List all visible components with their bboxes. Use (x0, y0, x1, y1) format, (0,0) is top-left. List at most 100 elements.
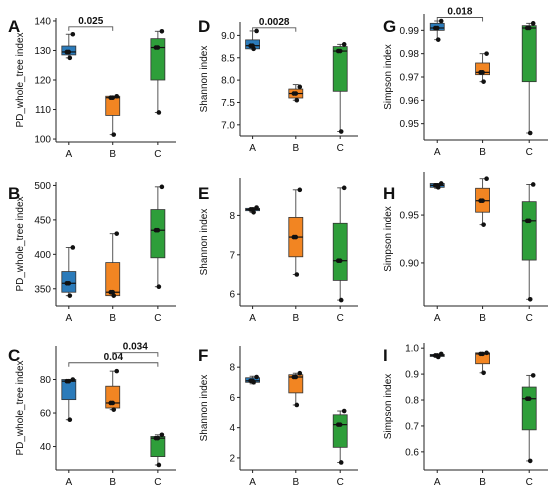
x-tick-label: B (292, 313, 299, 324)
panel-h: H 0.90 0.95 Simpson index A B C (383, 172, 548, 324)
x-tick-label: A (65, 149, 72, 160)
x-tick-label: C (526, 477, 533, 488)
significance-bracket (252, 27, 297, 32)
mean-point (337, 422, 343, 427)
data-point (156, 462, 162, 468)
panel-i: I 0.6 0.7 0.8 0.9 1.0 Simpson index A B C (383, 343, 548, 488)
data-point (114, 368, 120, 374)
y-tick-label: 8 (229, 363, 235, 374)
x-tick-label: C (526, 147, 533, 158)
y-tick-label: 120 (34, 76, 51, 87)
box (475, 62, 490, 76)
y-tick-label: 80 (40, 375, 52, 386)
y-tick-label: 0.98 (400, 49, 420, 60)
box-group-b (288, 370, 304, 408)
data-point (254, 28, 259, 34)
y-tick-label: 350 (34, 284, 51, 295)
box-group-b (105, 93, 121, 137)
x-tick-label: A (434, 147, 441, 158)
data-point (438, 351, 444, 357)
x-tick-label: B (109, 313, 116, 324)
box-group-a (429, 18, 445, 42)
y-tick-label: 7.5 (221, 98, 235, 109)
data-point (67, 55, 73, 61)
y-tick-label: 0.6 (405, 447, 419, 458)
mean-point (337, 258, 343, 264)
data-point (159, 28, 165, 34)
box-group-c (150, 184, 166, 290)
y-tick-label: 8.0 (221, 76, 235, 87)
mean-point (526, 396, 532, 402)
data-point (156, 284, 162, 290)
mean-point (293, 234, 299, 240)
panel-f: F 2 4 6 8 Shannon index A B C (198, 346, 358, 488)
y-tick-label: 140 (34, 16, 51, 27)
y-tick-label: 6 (229, 393, 235, 404)
mean-point (66, 280, 72, 286)
mean-point (434, 25, 440, 31)
p-value-label: 0.018 (447, 7, 472, 18)
data-point (530, 21, 536, 26)
y-tick-label: 60 (40, 409, 52, 420)
data-point (294, 97, 300, 103)
x-tick-label: C (337, 313, 344, 324)
y-tick-label: 6 (229, 290, 235, 301)
significance-bracket (436, 17, 484, 22)
mean-point (110, 289, 116, 295)
box-group-b (475, 51, 490, 84)
panel-letter: F (198, 346, 208, 365)
y-tick-label: 0.96 (400, 96, 420, 107)
box-group-c (521, 182, 537, 302)
mean-point (434, 183, 440, 188)
y-axis-title: PD_whole_tree index (15, 32, 26, 127)
box-group-c (332, 408, 348, 465)
data-point (481, 370, 486, 376)
x-tick-label: A (434, 477, 441, 488)
data-point (70, 377, 76, 382)
data-point (484, 350, 489, 356)
y-axis-title: Shannon index (199, 375, 210, 442)
y-axis-title: Simpson index (383, 44, 394, 110)
box-group-b (288, 187, 304, 277)
x-tick-label: B (109, 149, 116, 160)
data-point (341, 185, 347, 191)
data-point (338, 297, 344, 303)
mean-point (526, 25, 532, 31)
x-tick-label: A (249, 313, 256, 324)
box-group-a (429, 181, 445, 190)
x-tick-label: B (109, 477, 116, 488)
box-group-a (245, 374, 261, 385)
x-tick-label: C (154, 149, 161, 160)
mean-point (293, 374, 299, 380)
y-tick-label: 400 (34, 250, 51, 261)
data-point (484, 51, 489, 56)
data-point (67, 417, 73, 423)
y-tick-label: 40 (40, 442, 52, 453)
p-value-label: 0.0028 (259, 17, 290, 28)
panel-letter: C (8, 346, 20, 365)
box (150, 209, 166, 259)
box-group-b (475, 350, 490, 376)
mean-point (155, 227, 161, 233)
data-point (527, 130, 533, 136)
data-point (338, 129, 344, 134)
y-tick-label: 8 (229, 211, 235, 222)
y-tick-label: 450 (34, 215, 51, 226)
y-tick-label: 0.95 (400, 119, 420, 130)
box (521, 201, 537, 261)
x-tick-label: A (249, 477, 256, 488)
y-axis-title: Shannon index (199, 46, 210, 113)
data-point (70, 31, 76, 37)
mean-point (480, 198, 485, 204)
x-tick-label: C (337, 477, 344, 488)
y-axis-title: PD_whole_tree index (15, 196, 26, 291)
y-tick-label: 0.97 (400, 73, 420, 84)
panel-g: G 0.95 0.96 0.97 0.98 0.99 Simpson index A B C 0.0… (383, 7, 548, 158)
box-group-a (61, 377, 77, 423)
box-group-c (521, 373, 537, 464)
data-point (294, 402, 300, 408)
mean-point (66, 378, 72, 384)
x-tick-label: B (479, 313, 486, 324)
data-point (438, 18, 444, 24)
